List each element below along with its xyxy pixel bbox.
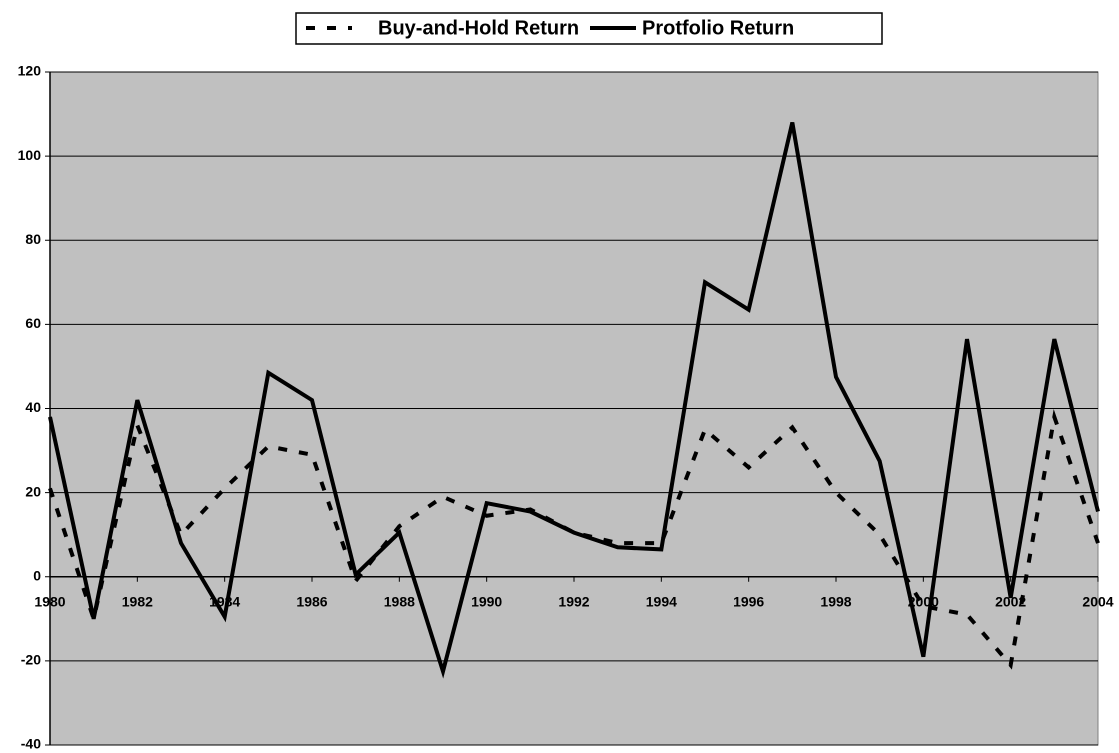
x-tick-label: 1992 [558,593,589,609]
y-tick-label: 20 [25,483,41,499]
legend-box [295,12,883,45]
series-line [48,122,1100,679]
x-tick-label: 2004 [1082,593,1113,609]
y-tick-label: -40 [21,736,41,752]
y-tick-label: 0 [33,567,41,583]
x-tick-label: 2002 [995,593,1026,609]
x-tick-label: 1994 [646,593,677,609]
legend-label: Buy-and-Hold Return [378,17,579,39]
x-tick-label: 1996 [733,593,764,609]
y-tick-label: 40 [25,399,41,415]
x-tick-label: 1988 [384,593,415,609]
x-tick-label: 1990 [471,593,502,609]
y-tick-label: -20 [21,652,41,668]
x-tick-label: 1998 [820,593,851,609]
y-tick-label: 80 [25,231,41,247]
y-tick-label: 120 [18,63,42,79]
y-tick-label: 100 [18,147,42,163]
x-tick-label: 1980 [34,593,65,609]
legend-label: Protfolio Return [642,17,794,39]
x-tick-label: 1986 [296,593,327,609]
y-tick-label: 60 [25,315,41,331]
x-tick-label: 1982 [122,593,153,609]
